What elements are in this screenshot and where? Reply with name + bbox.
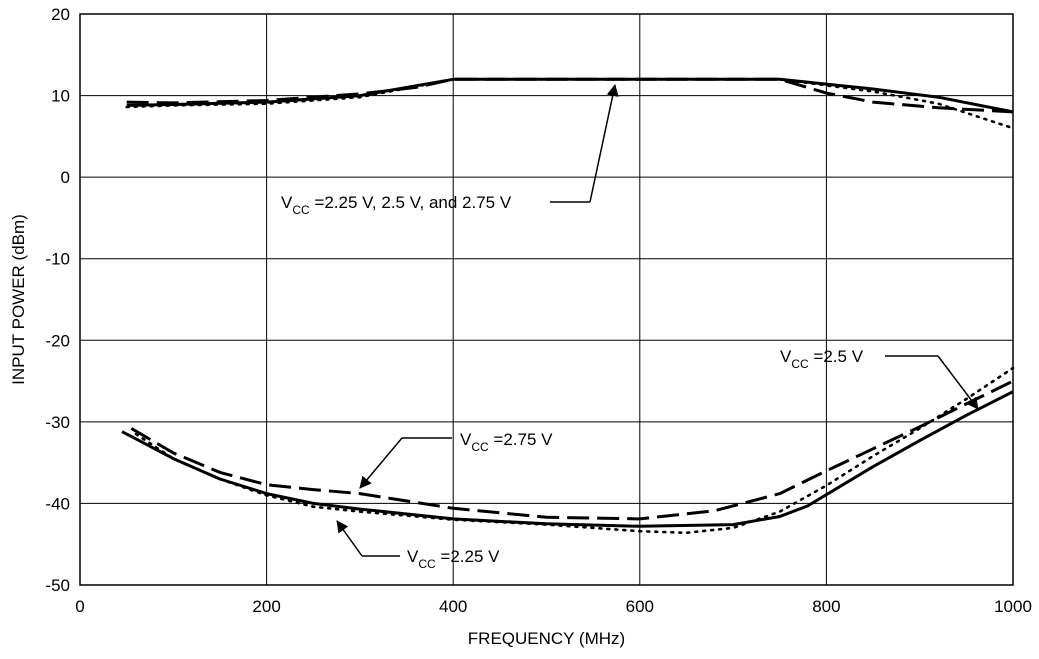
x-tick-label: 600 bbox=[626, 597, 654, 616]
y-tick-label: -20 bbox=[45, 331, 70, 350]
annotation-vcc-2-5-arrow bbox=[937, 355, 979, 410]
grid-lines bbox=[79, 13, 1014, 586]
annotation-all-vcc-label: VCC =2.25 V, 2.5 V, and 2.75 V bbox=[281, 193, 512, 217]
annotation-vcc-2-25: VCC =2.25 V bbox=[336, 520, 500, 571]
y-tick-label: 10 bbox=[51, 87, 70, 106]
annotation-vcc-2-75-arrow bbox=[359, 437, 403, 489]
plot-frame bbox=[79, 13, 1014, 586]
plot-series bbox=[121, 77, 1015, 535]
x-tick-labels: 0 200 400 600 800 1000 bbox=[75, 597, 1032, 616]
annotation-vcc-2-75: VCC =2.75 V bbox=[359, 430, 553, 489]
annotation-vcc-2-5: VCC =2.5 V bbox=[780, 347, 979, 410]
x-tick-label: 1000 bbox=[994, 597, 1032, 616]
x-tick-label: 400 bbox=[439, 597, 467, 616]
annotation-all-vcc: VCC =2.25 V, 2.5 V, and 2.75 V bbox=[281, 84, 619, 217]
x-tick-label: 200 bbox=[252, 597, 280, 616]
series-line-upper-dash bbox=[126, 77, 1014, 114]
y-tick-label: 20 bbox=[51, 5, 70, 24]
annotation-vcc-2-5-label: VCC =2.5 V bbox=[780, 347, 864, 371]
x-axis-label: FREQUENCY (MHz) bbox=[468, 629, 625, 648]
series-line-lower-solid bbox=[121, 390, 1014, 528]
y-tick-label: -50 bbox=[45, 576, 70, 595]
series-line-lower-dot bbox=[134, 366, 1015, 535]
y-tick-label: 0 bbox=[61, 168, 70, 187]
annotation-vcc-2-75-label: VCC =2.75 V bbox=[460, 430, 553, 454]
y-tick-label: -40 bbox=[45, 494, 70, 513]
y-tick-label: -30 bbox=[45, 413, 70, 432]
x-tick-label: 800 bbox=[812, 597, 840, 616]
annotation-vcc-2-25-arrow bbox=[336, 520, 363, 557]
y-tick-label: -10 bbox=[45, 250, 70, 269]
annotation-vcc-2-25-label: VCC =2.25 V bbox=[407, 547, 500, 571]
annotation-all-vcc-arrow bbox=[589, 84, 619, 203]
series-line-lower-dash bbox=[130, 379, 1014, 521]
y-tick-labels: -50 -40 -30 -20 -10 0 10 20 bbox=[45, 5, 70, 595]
y-axis-label: INPUT POWER (dBm) bbox=[9, 214, 28, 385]
x-tick-label: 0 bbox=[75, 597, 84, 616]
